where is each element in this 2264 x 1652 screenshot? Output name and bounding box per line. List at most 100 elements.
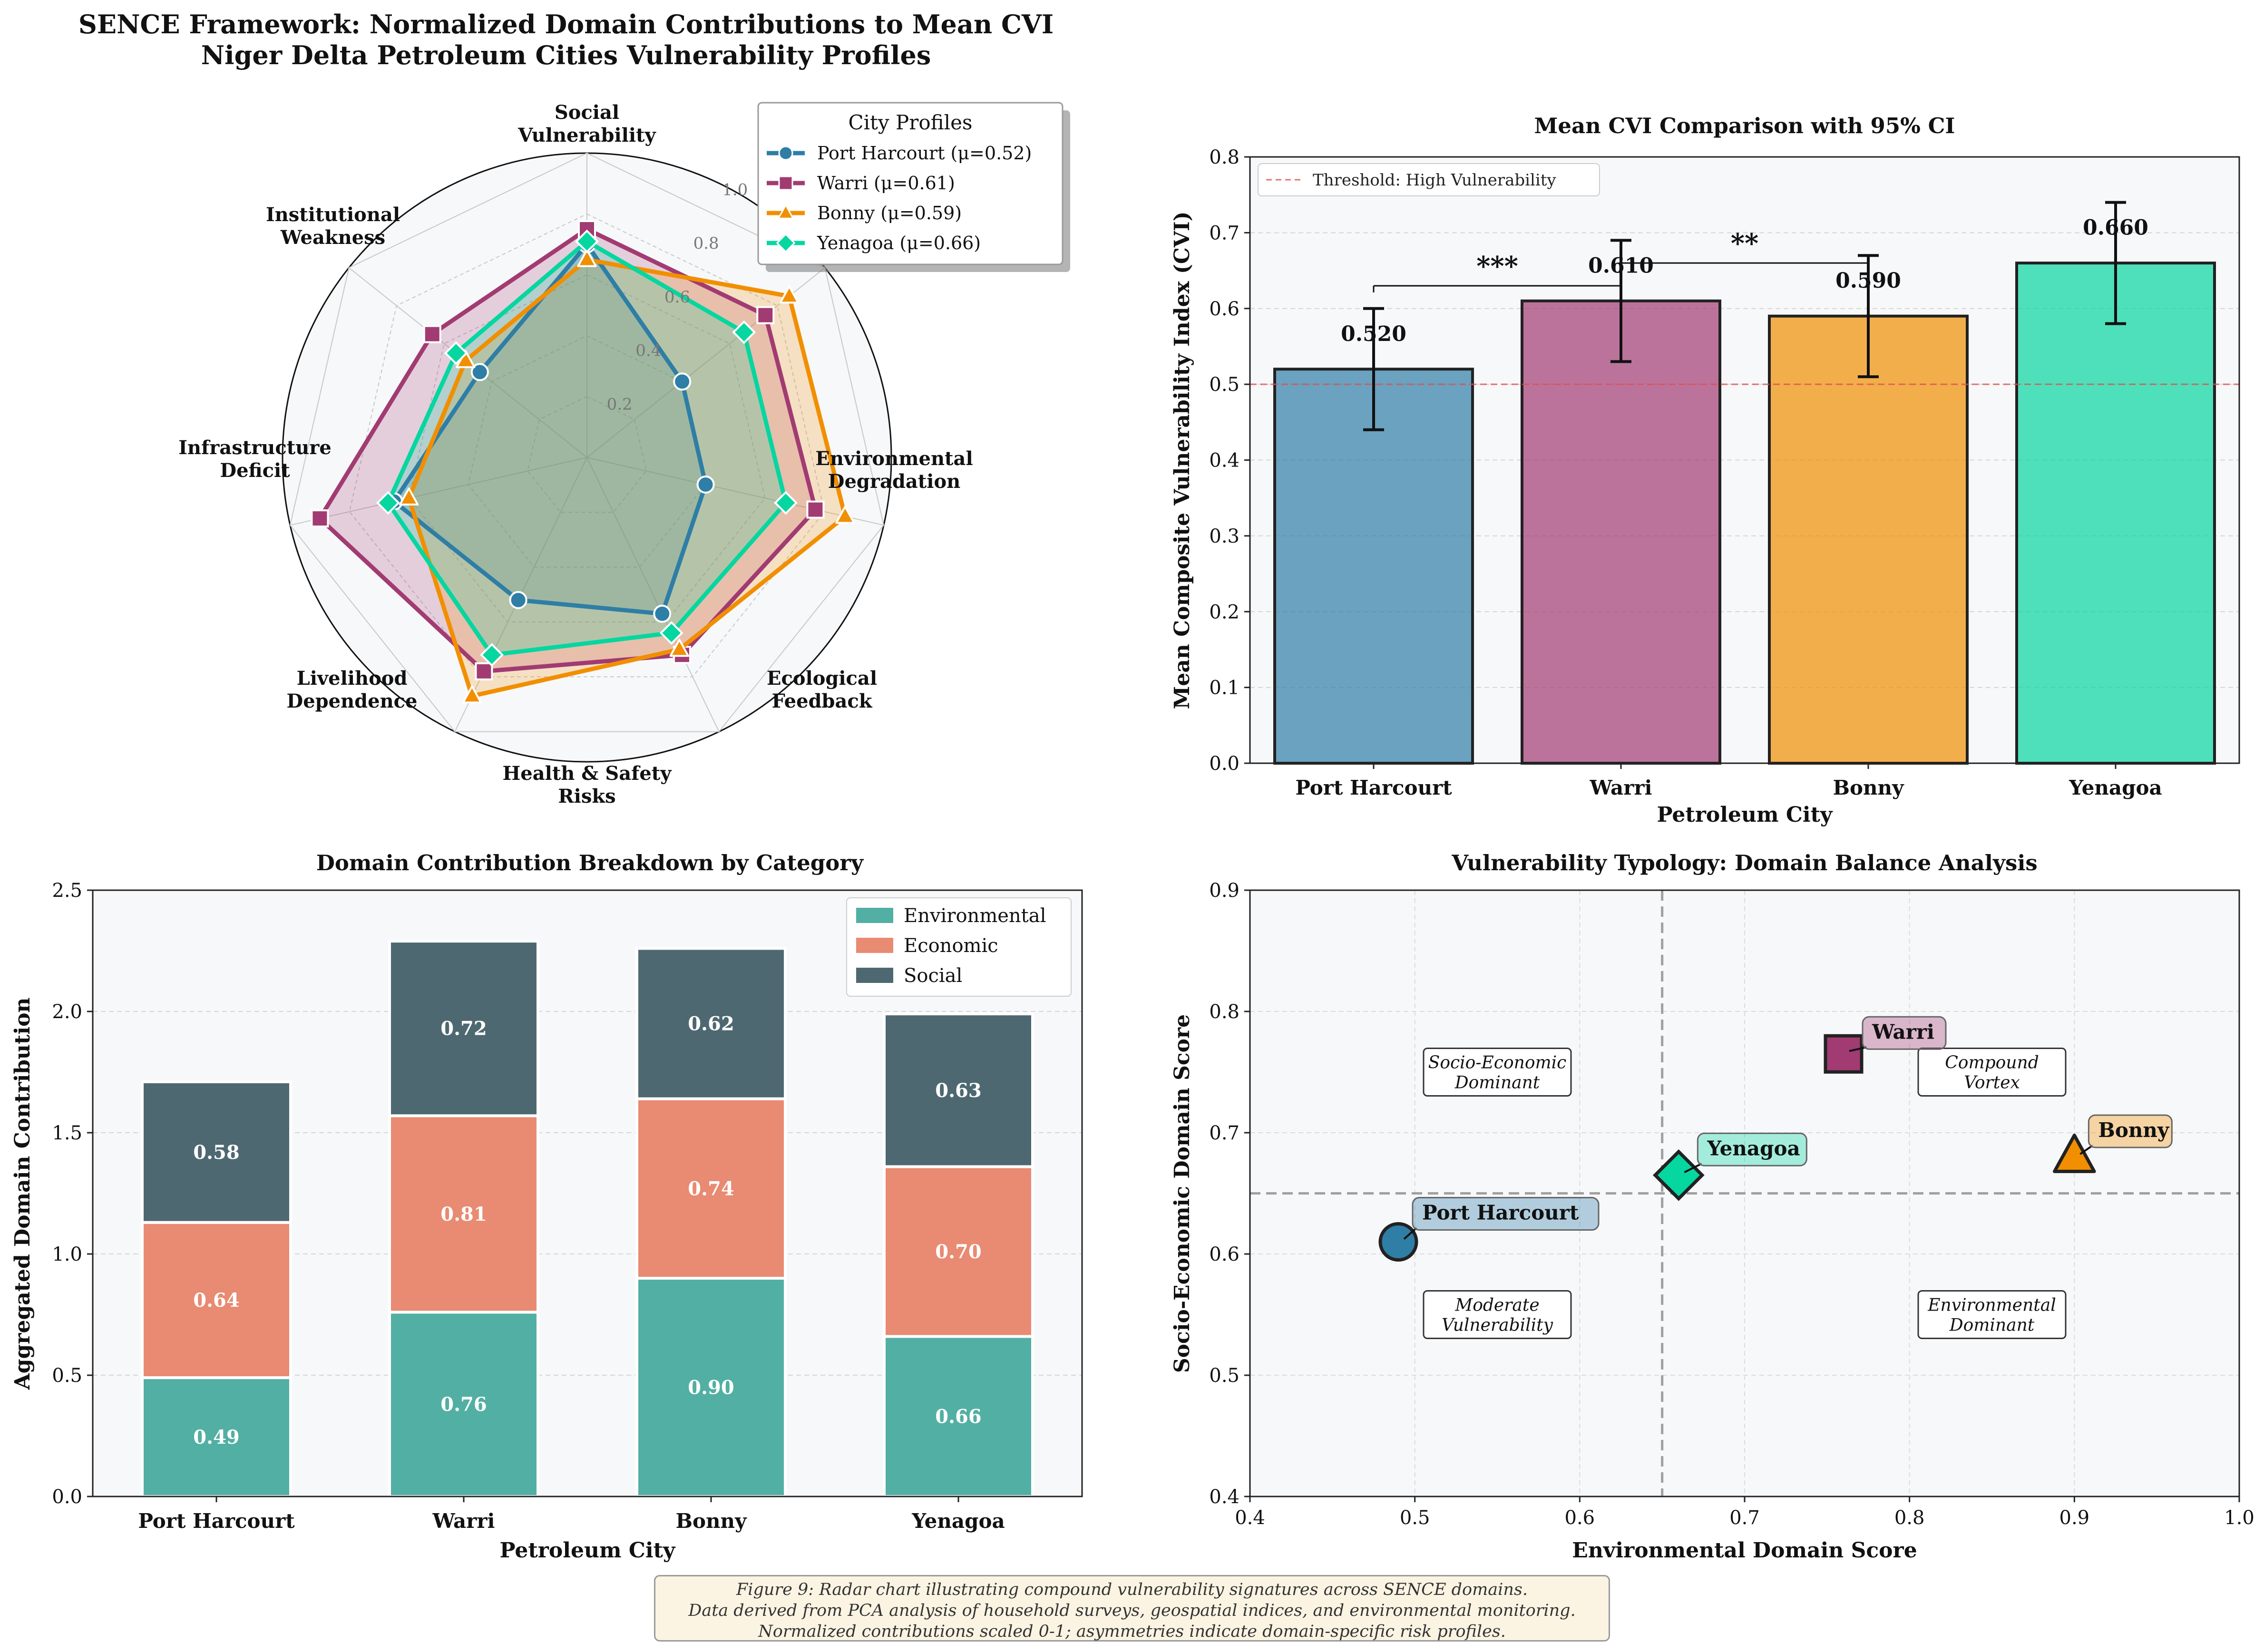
- stack-segment-label: 0.74: [688, 1177, 734, 1200]
- radar-legend: City Profiles Port Harcourt (μ=0.52) Warr…: [757, 102, 1070, 272]
- stack-xtick-label: Yenagoa: [911, 1509, 1005, 1533]
- sig-label: ***: [1476, 251, 1518, 282]
- radar-point-yenagoa: [659, 621, 683, 645]
- scatter-xtick-label: 0.8: [1894, 1507, 1925, 1529]
- cvi-value-label: 0.660: [2083, 216, 2148, 240]
- quadrant-box: [1423, 1048, 1572, 1097]
- stack-ytick-label: 1.5: [52, 1122, 82, 1144]
- radar-line-warri: [317, 227, 818, 674]
- stack-segment-label: 0.49: [193, 1426, 239, 1448]
- radar-rtick-label: 0.4: [635, 341, 661, 360]
- scatter-xlabel: Environmental Domain Score: [1572, 1538, 1917, 1563]
- scatter-xtick-label: 1.0: [2224, 1507, 2254, 1529]
- stack-ytick-label: 2.0: [52, 1001, 82, 1023]
- radar-series: [311, 220, 855, 704]
- scatter-label-warri: Warri: [1872, 1020, 1934, 1043]
- cvi-bar: [1768, 314, 1969, 765]
- radar-gridline: [349, 213, 825, 678]
- cvi-bar: [1273, 368, 1474, 765]
- scatter-label-port_harcourt: Port Harcourt: [1422, 1201, 1579, 1224]
- scatter-ytick-label: 0.6: [1209, 1244, 1239, 1265]
- typology-scatter-chart: Vulnerability Typology: Domain Balance A…: [1170, 850, 2254, 1563]
- scatter-ytick-label: 0.4: [1209, 1486, 1239, 1508]
- stack-xtick-label: Port Harcourt: [138, 1509, 295, 1533]
- radar-spoke: [290, 457, 587, 526]
- stack-segment-social: [388, 940, 539, 1118]
- radar-line-bonny: [407, 257, 848, 699]
- scatter-ytick-label: 0.5: [1209, 1365, 1239, 1387]
- stack-segment-label: 0.64: [193, 1289, 239, 1312]
- bar-ytick-label: 0.2: [1209, 601, 1239, 623]
- scatter-tag-port_harcourt: [1412, 1197, 1600, 1231]
- scatter-tag-warri: [1862, 1016, 1947, 1050]
- stack-segment-label: 0.62: [688, 1013, 734, 1035]
- radar-axis-label: Social Vulnerability: [517, 101, 656, 146]
- scatter-tag-yenagoa: [1697, 1132, 1807, 1166]
- radar-point-port_harcourt: [696, 475, 715, 494]
- scatter-ytick-label: 0.8: [1209, 1001, 1239, 1023]
- scatter-annotation-arrow: [1684, 1163, 1702, 1174]
- bar-ytick-label: 0.7: [1209, 222, 1239, 244]
- radar-point-yenagoa: [774, 491, 798, 515]
- stack-segment-economic: [388, 1114, 539, 1314]
- radar-area-port_harcourt: [394, 244, 706, 614]
- scatter-xtick-label: 0.4: [1235, 1507, 1265, 1529]
- stack-segment-social: [883, 1012, 1034, 1168]
- stack-ytick-label: 2.5: [52, 880, 82, 902]
- radar-point-bonny: [669, 639, 690, 657]
- scatter-xtick-label: 0.5: [1400, 1507, 1430, 1529]
- quadrant-label: Compound Vortex: [1945, 1053, 2039, 1093]
- stack-legend-swatch-environmental: [856, 908, 893, 923]
- radar-axis-label: Health & Safety Risks: [502, 762, 672, 807]
- radar-point-bonny: [462, 685, 482, 704]
- radar-grid: [282, 152, 892, 763]
- radar-title-line2: Niger Delta Petroleum Cities Vulnerabili…: [201, 40, 931, 70]
- stack-segment-label: 0.58: [193, 1141, 239, 1164]
- bar-ytick-label: 0.4: [1209, 450, 1239, 472]
- scatter-tag-bonny: [2088, 1114, 2173, 1148]
- radar-axis-label: Environmental Degradation: [815, 447, 973, 493]
- radar-point-port_harcourt: [509, 591, 527, 609]
- legend-label-bonny: Bonny (μ=0.59): [817, 203, 962, 224]
- threshold-legend-label: Threshold: High Vulnerability: [1313, 171, 1556, 190]
- bar-xtick-label: Port Harcourt: [1295, 776, 1452, 799]
- legend-marker-warri: [778, 175, 793, 191]
- radar-axis-label: Infrastructure Deficit: [178, 437, 332, 482]
- stack-segment-environmental: [635, 1277, 787, 1498]
- radar-line-yenagoa: [386, 239, 788, 657]
- radar-title-line1: SENCE Framework: Normalized Domain Contr…: [78, 9, 1054, 39]
- radar-axis-label: Livelihood Dependence: [287, 667, 418, 712]
- stack-ytick-label: 1.0: [52, 1244, 82, 1265]
- scatter-ylabel: Socio-Economic Domain Score: [1170, 1014, 1194, 1373]
- scatter-xtick-label: 0.6: [1565, 1507, 1595, 1529]
- legend-marker-port_harcourt: [778, 146, 793, 161]
- radar-gridline: [289, 152, 885, 732]
- stack-ytick-label: 0.0: [52, 1486, 82, 1508]
- sig-label: **: [1731, 228, 1759, 259]
- bar-ytick-label: 0.8: [1209, 146, 1239, 168]
- radar-rticks: 0.2 0.4 0.6 0.8 1.0: [607, 180, 748, 414]
- stack-legend: Environmental Economic Social: [846, 897, 1072, 997]
- quadrant-label: Environmental Dominant: [1927, 1296, 2056, 1335]
- quadrant-box: [1917, 1048, 2067, 1097]
- scatter-ytick-label: 0.9: [1209, 880, 1239, 902]
- radar-point-port_harcourt: [673, 372, 692, 391]
- bar-ytick-label: 0.5: [1209, 374, 1239, 396]
- radar-point-yenagoa: [575, 229, 599, 253]
- quadrant-label: Socio-Economic Dominant: [1428, 1053, 1567, 1093]
- caption-line-3: Normalized contributions scaled 0-1; asy…: [758, 1622, 1506, 1641]
- domain-stacked-chart: Domain Contribution Breakdown by Categor…: [10, 850, 1083, 1563]
- radar-legend-title: City Profiles: [848, 111, 972, 134]
- radar-point-yenagoa: [480, 643, 504, 667]
- radar-area-warri: [320, 229, 816, 671]
- stack-segment-label: 0.66: [935, 1406, 981, 1428]
- stack-legend-swatch-economic: [856, 938, 893, 953]
- radar-point-warri: [806, 500, 825, 519]
- stack-segment-environmental: [388, 1311, 539, 1498]
- radar-point-warri: [475, 662, 493, 680]
- quadrant-box: [1423, 1290, 1572, 1339]
- bar-xtick-label: Yenagoa: [2069, 776, 2162, 799]
- radar-point-yenagoa: [732, 320, 756, 344]
- bar-xtick-label: Bonny: [1833, 776, 1905, 799]
